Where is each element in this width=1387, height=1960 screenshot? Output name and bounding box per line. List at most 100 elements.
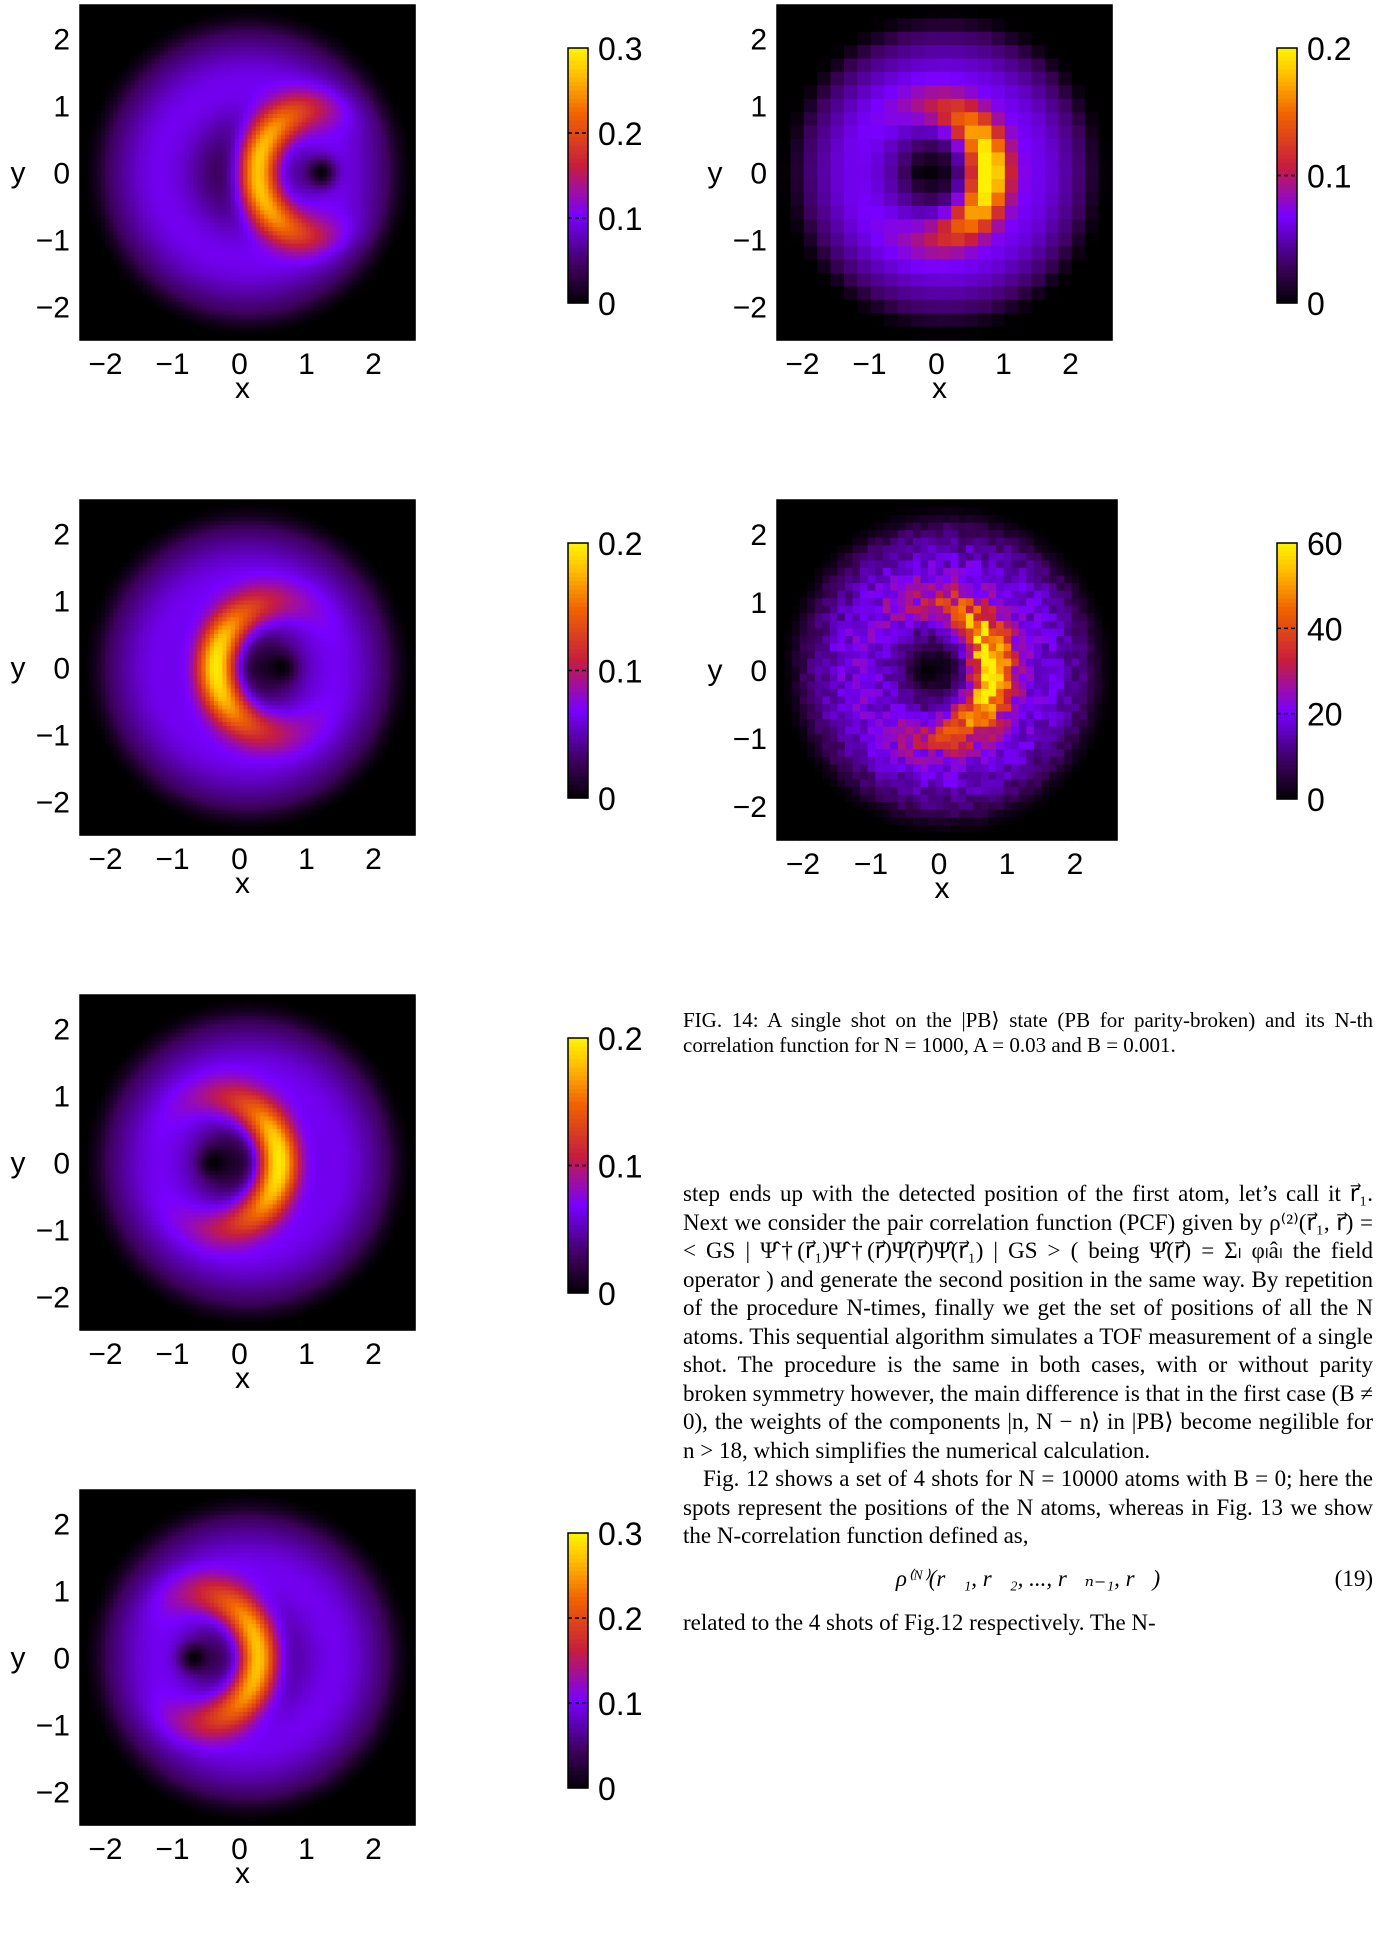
heatmap-cell <box>172 139 177 144</box>
heatmap-cell <box>201 256 207 262</box>
heatmap-cell <box>255 109 261 115</box>
heatmap-cell <box>155 206 161 211</box>
heatmap-cell <box>255 201 261 207</box>
heatmap-cell <box>247 197 253 203</box>
heatmap-cell <box>209 139 215 144</box>
heatmap-cell <box>209 76 215 81</box>
heatmap-cell <box>268 42 274 48</box>
heatmap-cell <box>151 126 156 132</box>
heatmap-cell <box>147 319 152 324</box>
heatmap-cell <box>306 126 311 132</box>
heatmap-cell <box>176 168 182 174</box>
heatmap-cell <box>109 21 115 27</box>
heatmap-cell <box>121 206 127 211</box>
heatmap-cell <box>184 197 190 203</box>
heatmap-cell <box>130 147 136 153</box>
heatmap-cell <box>264 113 270 119</box>
heatmap-cell <box>155 302 161 308</box>
heatmap-cell <box>222 84 228 90</box>
heatmap-cell <box>230 63 236 69</box>
heatmap-cell <box>239 206 244 211</box>
heatmap-cell <box>293 21 299 27</box>
heatmap-cell <box>260 331 265 337</box>
heatmap-cell <box>96 180 102 186</box>
heatmap-cell <box>176 55 182 61</box>
heatmap-cell <box>142 34 148 40</box>
heatmap-cell <box>335 302 341 308</box>
heatmap-cell <box>121 168 127 174</box>
heatmap-cell <box>209 51 215 56</box>
heatmap-cell <box>84 323 89 329</box>
heatmap-cell <box>314 34 320 40</box>
heatmap-cell <box>327 243 332 249</box>
heatmap-cell <box>134 256 140 262</box>
heatmap-cell <box>234 9 240 14</box>
heatmap-cell <box>276 55 282 61</box>
heatmap-cell <box>243 151 249 157</box>
heatmap-cell <box>92 17 98 23</box>
heatmap-cell <box>272 327 278 333</box>
heatmap-cell <box>251 247 257 253</box>
heatmap-cell <box>117 92 123 98</box>
heatmap-cell <box>251 5 257 10</box>
heatmap-cell <box>301 298 307 303</box>
heatmap-cell <box>109 226 115 232</box>
heatmap-cell <box>209 201 215 207</box>
heatmap-cell <box>80 239 85 245</box>
heatmap-cell <box>218 51 223 56</box>
heatmap-cell <box>331 273 337 278</box>
heatmap-cell <box>84 260 89 266</box>
heatmap-cell <box>193 306 198 312</box>
heatmap-cell <box>301 84 307 90</box>
heatmap-cell <box>105 21 110 27</box>
heatmap-cell <box>193 55 198 61</box>
heatmap-cell <box>268 185 274 190</box>
heatmap-cell <box>109 327 115 333</box>
heatmap-cell <box>222 210 228 215</box>
heatmap-cell <box>234 34 240 40</box>
heatmap-cell <box>163 72 169 77</box>
heatmap-cell <box>147 193 152 199</box>
heatmap-cell <box>142 72 148 77</box>
heatmap-cell <box>205 46 211 52</box>
heatmap-cell <box>327 210 332 215</box>
heatmap-cell <box>138 277 144 282</box>
heatmap-cell <box>180 159 186 165</box>
heatmap-cell <box>339 80 345 86</box>
heatmap-cell <box>142 25 148 31</box>
heatmap-cell <box>218 214 223 220</box>
heatmap-cell <box>230 101 236 107</box>
heatmap-cell <box>130 113 136 119</box>
heatmap-cell <box>285 252 290 257</box>
heatmap-cell <box>159 55 165 61</box>
heatmap-cell <box>230 17 236 23</box>
heatmap-cell <box>301 231 307 236</box>
heatmap-cell <box>314 327 320 333</box>
heatmap-cell <box>134 168 140 174</box>
heatmap-cell <box>88 289 94 295</box>
heatmap-cell <box>117 172 123 178</box>
heatmap-cell <box>159 113 165 119</box>
heatmap-cell <box>155 84 161 90</box>
heatmap-cell <box>314 67 320 73</box>
heatmap-cell <box>92 302 98 308</box>
heatmap-cell <box>105 147 110 153</box>
heatmap-cell <box>113 84 119 90</box>
heatmap-cell <box>243 293 249 299</box>
heatmap-cell <box>188 214 194 220</box>
heatmap-cell <box>100 84 106 90</box>
heatmap-cell <box>297 130 303 136</box>
heatmap-cell <box>167 293 173 299</box>
heatmap-cell <box>193 277 198 282</box>
heatmap-cell <box>193 46 198 52</box>
heatmap-cell <box>100 168 106 174</box>
heatmap-cell <box>239 193 244 199</box>
heatmap-cell <box>188 319 194 324</box>
heatmap-cell <box>172 126 177 132</box>
heatmap-cell <box>109 264 115 270</box>
heatmap-cell <box>130 323 136 329</box>
heatmap-cell <box>335 113 341 119</box>
heatmap-cell <box>96 97 102 102</box>
heatmap-cell <box>268 84 274 90</box>
heatmap-cell <box>297 67 303 73</box>
